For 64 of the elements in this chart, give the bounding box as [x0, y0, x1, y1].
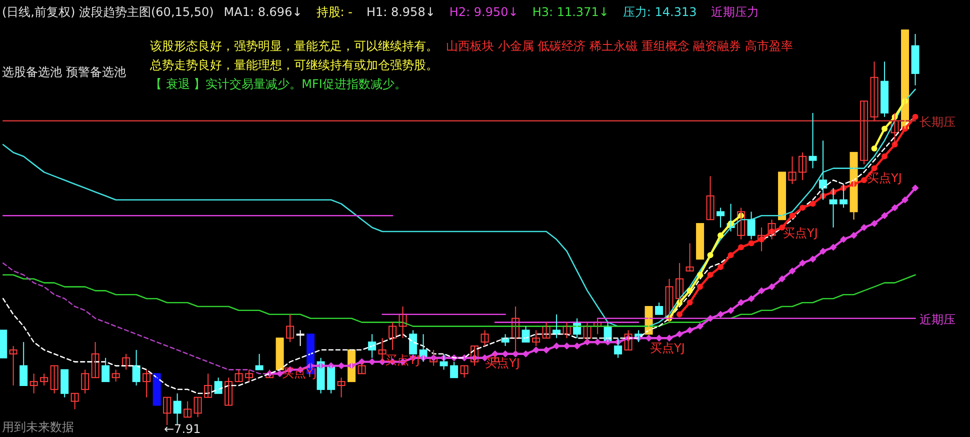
annotation: ←7.91	[164, 422, 201, 436]
point	[789, 212, 796, 219]
point	[686, 288, 693, 294]
point	[707, 252, 714, 258]
candlestick	[480, 330, 489, 346]
chart-title: (日线,前复权) 波段趋势主图(60,15,50)	[2, 5, 214, 19]
annotation: 买点YJ	[650, 341, 685, 355]
candlestick	[296, 330, 304, 346]
point	[810, 200, 816, 207]
annotation: 选股备选池 预警备选池	[2, 65, 126, 79]
point	[882, 126, 888, 132]
candlestick	[30, 373, 38, 394]
text: 持股: -	[316, 5, 352, 19]
text: 压力: 14.313	[622, 5, 697, 19]
text: H2: 9.950↓	[449, 5, 518, 19]
annotation: 用到未来数据	[2, 420, 74, 434]
point	[800, 204, 806, 211]
series-label: 近期压	[919, 312, 956, 326]
annotation: 买点YJ	[485, 356, 520, 370]
point	[718, 232, 724, 238]
point	[861, 177, 868, 184]
point	[748, 240, 754, 246]
annotation: 山西板块 小金属 低碳经济 稀土永磁 重组概念 融资融券 高市盈率	[446, 39, 793, 53]
candlestick	[9, 346, 18, 386]
candlestick	[808, 112, 817, 169]
text: 近期压力	[710, 5, 759, 19]
point	[882, 153, 888, 160]
point	[871, 165, 878, 172]
point	[697, 284, 704, 290]
point	[686, 300, 693, 306]
annotation: 【 衰退 】实计交易量减少。MFI促进指数减少。	[150, 77, 406, 91]
point	[697, 272, 704, 278]
point	[738, 244, 744, 250]
candlestick	[245, 369, 254, 382]
candlestick	[716, 207, 725, 228]
annotation: 总势走势良好，量能理想，可继续持有或加仓强势股。	[149, 58, 438, 72]
candlestick	[40, 373, 48, 386]
candlestick	[70, 392, 79, 410]
candlestick	[234, 369, 243, 382]
candlestick	[655, 302, 664, 315]
point	[676, 311, 683, 318]
candlestick	[0, 330, 8, 358]
candlestick	[532, 330, 540, 346]
series-label: 长期压	[919, 114, 956, 129]
candlestick	[686, 242, 694, 272]
candlestick	[788, 156, 796, 185]
point	[718, 264, 724, 270]
point	[912, 114, 918, 120]
annotation: 买点YJ	[783, 226, 818, 240]
text: H1: 8.958↓	[366, 5, 436, 19]
candlestick	[112, 369, 120, 382]
point	[707, 272, 714, 278]
text: H3: 11.371↓	[532, 5, 609, 19]
candlestick	[778, 172, 786, 220]
annotation: 该股形态良好，强势明显，量能充足，可以继续持有。	[150, 39, 438, 53]
annotation: 买点YJ	[867, 171, 902, 185]
candlestick	[337, 377, 346, 398]
candlestick	[152, 373, 161, 406]
candlestick	[184, 400, 192, 418]
point	[871, 146, 878, 152]
candlestick	[696, 223, 704, 260]
point	[728, 252, 734, 258]
text: MA1: 8.696↓	[224, 5, 302, 19]
candlestick	[276, 338, 284, 370]
